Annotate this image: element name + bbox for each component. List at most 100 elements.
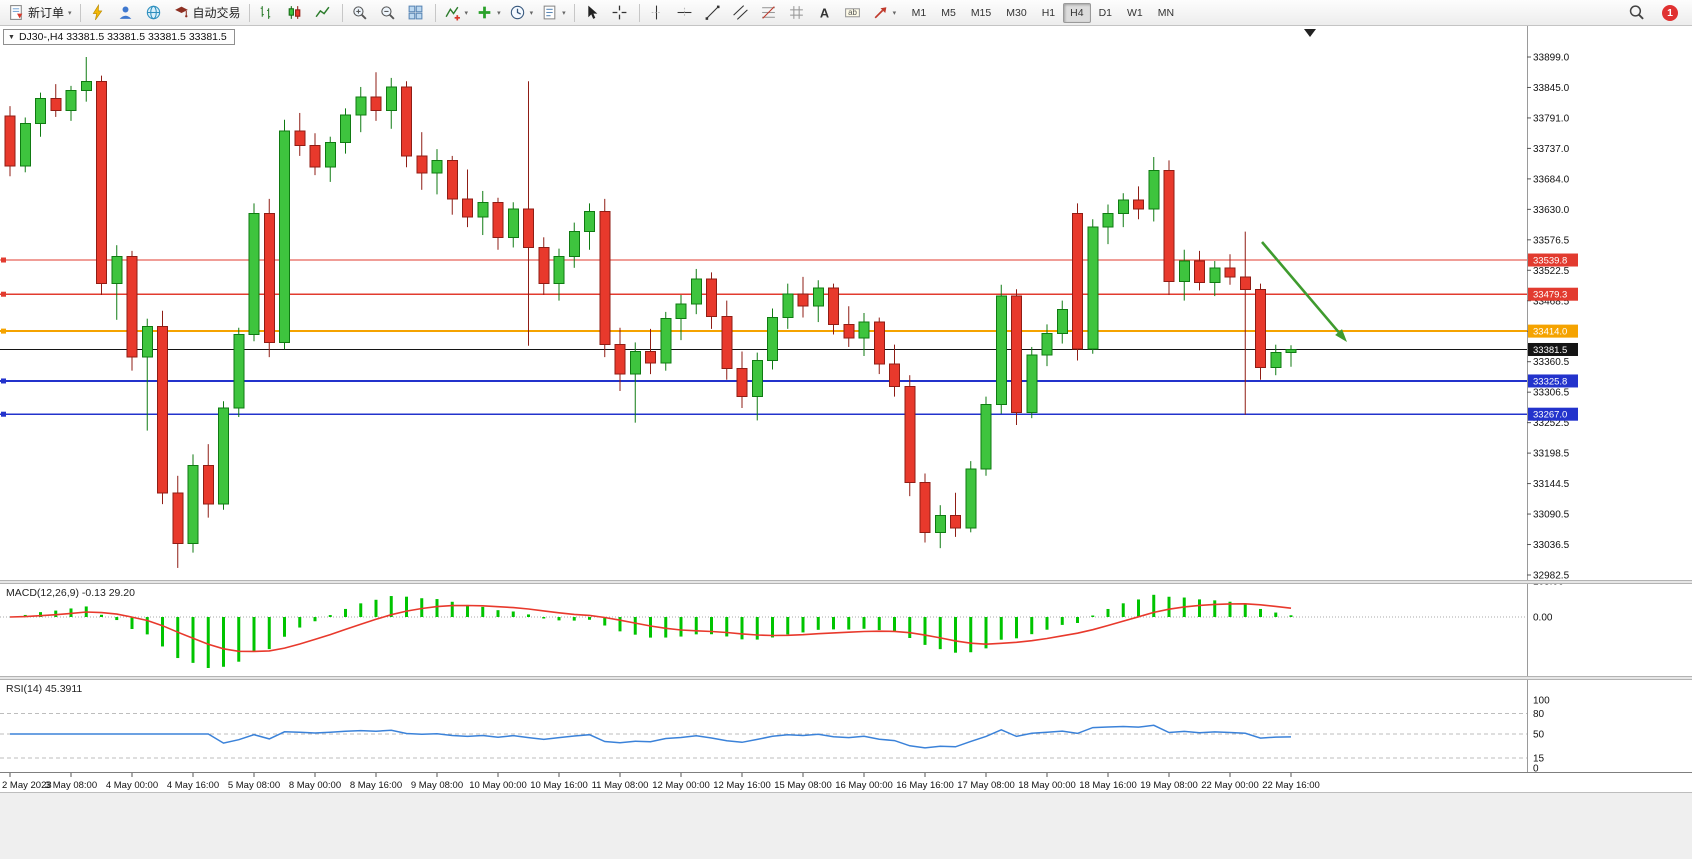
templates-button[interactable]: ▾ bbox=[537, 1, 570, 25]
macd-scale-label: 0.00 bbox=[1533, 613, 1553, 624]
timeframe-mn-button[interactable]: MN bbox=[1157, 6, 1175, 19]
price-chart[interactable]: 33899.0 33845.0 33791.0 33737.0 33684.0 33630… bbox=[0, 26, 1692, 581]
grid-button[interactable] bbox=[784, 1, 812, 25]
trend-arrow-head[interactable] bbox=[1335, 329, 1347, 342]
chart-title-tab[interactable]: ▼ DJ30-,H4 33381.5 33381.5 33381.5 33381… bbox=[3, 29, 235, 45]
add-chart-button[interactable]: ▾ bbox=[472, 1, 505, 25]
time-axis-label: 18 May 00:00 bbox=[1018, 780, 1076, 791]
bars-icon bbox=[260, 6, 270, 19]
rsi-panel: RSI(14) 45.3911 100 80 50 15 0 bbox=[0, 680, 1692, 775]
candle-body bbox=[980, 404, 992, 470]
candle-body bbox=[340, 114, 351, 143]
indicators-button[interactable]: ▾ bbox=[440, 1, 473, 25]
candle-body bbox=[995, 295, 1007, 406]
label-button[interactable]: ab bbox=[840, 1, 868, 25]
timeframe-m15-button[interactable]: M15 bbox=[970, 6, 992, 19]
dropdown-caret-icon: ▾ bbox=[562, 9, 566, 17]
macd-signal-line bbox=[9, 602, 1292, 653]
crosshair-button[interactable] bbox=[607, 1, 635, 25]
macd-chart[interactable]: 105.060.00-198.44 bbox=[0, 576, 1692, 692]
price-badge-text: 33539.8 bbox=[1533, 256, 1567, 267]
search-button[interactable] bbox=[1624, 1, 1652, 25]
community-button[interactable] bbox=[141, 1, 169, 25]
line-anchor[interactable] bbox=[1, 328, 6, 334]
candle-body bbox=[1026, 354, 1038, 414]
chart-shift-marker[interactable] bbox=[1304, 29, 1316, 37]
chart-menu-icon[interactable]: ▼ bbox=[8, 33, 15, 41]
candle-body bbox=[889, 363, 900, 388]
candle-body bbox=[35, 97, 46, 125]
bar-chart-button[interactable] bbox=[254, 1, 282, 25]
price-scale[interactable]: 33899.0 33845.0 33791.0 33737.0 33684.0 33630… bbox=[1527, 53, 1570, 581]
zoom-out-button[interactable] bbox=[375, 1, 403, 25]
period-button[interactable]: ▾ bbox=[505, 1, 538, 25]
candle-body bbox=[1239, 276, 1251, 290]
timeframe-h1-button[interactable]: H1 bbox=[1041, 6, 1056, 19]
price-level-badge bbox=[1528, 253, 1578, 267]
time-axis[interactable]: 2 May 2023 3 May 08:00 4 May 00:00 4 May 16… bbox=[0, 772, 1692, 792]
candle-body bbox=[370, 96, 382, 112]
candle-body bbox=[1148, 170, 1160, 210]
timeframe-d1-button[interactable]: D1 bbox=[1098, 6, 1112, 19]
candle-body bbox=[50, 97, 62, 112]
grid-icon bbox=[789, 6, 803, 19]
globe-icon bbox=[146, 5, 160, 20]
zoom-in-button[interactable] bbox=[347, 1, 375, 25]
fibonacci-button[interactable] bbox=[756, 1, 784, 25]
shapes-button[interactable]: ▾ bbox=[868, 1, 901, 25]
vline-button[interactable] bbox=[644, 1, 672, 25]
timeframe-w1-button[interactable]: W1 bbox=[1127, 6, 1143, 19]
line-anchor[interactable] bbox=[1, 378, 6, 384]
accounts-button[interactable] bbox=[113, 1, 141, 25]
candle-body bbox=[4, 115, 16, 167]
rsi-chart[interactable]: 100 80 50 150 bbox=[0, 680, 1692, 775]
trendline-button[interactable] bbox=[700, 1, 728, 25]
rsi-line bbox=[10, 724, 1292, 749]
timeframe-m5-button[interactable]: M5 bbox=[941, 6, 956, 19]
candle-body bbox=[858, 321, 870, 339]
line-anchor[interactable] bbox=[1, 411, 6, 417]
macd-histogram bbox=[23, 594, 1293, 668]
cursor-button[interactable] bbox=[579, 1, 607, 25]
candle-body bbox=[96, 80, 107, 285]
candle-body bbox=[431, 159, 443, 174]
channel-button[interactable] bbox=[728, 1, 756, 25]
panel-splitter[interactable] bbox=[0, 580, 1692, 584]
new-order-button[interactable]: 新订单 ▾ bbox=[4, 1, 76, 25]
candle-body bbox=[1011, 295, 1022, 414]
candle-body bbox=[950, 514, 961, 529]
line-chart-button[interactable] bbox=[310, 1, 338, 25]
line-anchor[interactable] bbox=[1, 257, 6, 263]
timeframe-h4-button[interactable]: H4 bbox=[1063, 2, 1091, 23]
quick-trade-button[interactable] bbox=[85, 1, 113, 25]
candle-body bbox=[80, 80, 92, 91]
candle-body bbox=[141, 326, 153, 358]
price-tick-label: 33845.0 bbox=[1533, 83, 1570, 94]
candlestick-chart-button[interactable] bbox=[282, 1, 310, 25]
candle-body bbox=[1224, 267, 1236, 278]
timeframe-m30-button[interactable]: M30 bbox=[1006, 6, 1027, 19]
fibo-icon bbox=[761, 6, 775, 19]
price-tick-label: 33252.5 bbox=[1533, 418, 1570, 429]
panel-splitter[interactable] bbox=[0, 676, 1692, 680]
trend-arrow-annotation[interactable] bbox=[1261, 241, 1340, 333]
text-button[interactable]: A bbox=[812, 1, 840, 25]
price-tick-label: 33198.5 bbox=[1533, 449, 1570, 460]
price-tick-label: 33630.0 bbox=[1533, 205, 1570, 216]
time-axis-label: 12 May 00:00 bbox=[652, 780, 710, 791]
candle-body bbox=[385, 86, 397, 112]
autotrading-button[interactable]: 自动交易 bbox=[169, 1, 245, 25]
cursor-icon bbox=[587, 5, 597, 19]
new-order-icon bbox=[10, 5, 23, 20]
channel-icon bbox=[732, 5, 748, 20]
line-anchor[interactable] bbox=[1, 291, 6, 297]
timeframe-m1-button[interactable]: M1 bbox=[911, 6, 927, 19]
tile-windows-button[interactable] bbox=[403, 1, 431, 25]
candle-body bbox=[1041, 332, 1053, 356]
candle-body bbox=[202, 465, 214, 505]
candle-body bbox=[721, 315, 733, 369]
candle-body bbox=[675, 303, 687, 320]
new-order-button-label: 新订单 bbox=[28, 6, 65, 20]
hline-button[interactable] bbox=[672, 1, 700, 25]
notification-badge[interactable]: 1 bbox=[1662, 4, 1678, 21]
